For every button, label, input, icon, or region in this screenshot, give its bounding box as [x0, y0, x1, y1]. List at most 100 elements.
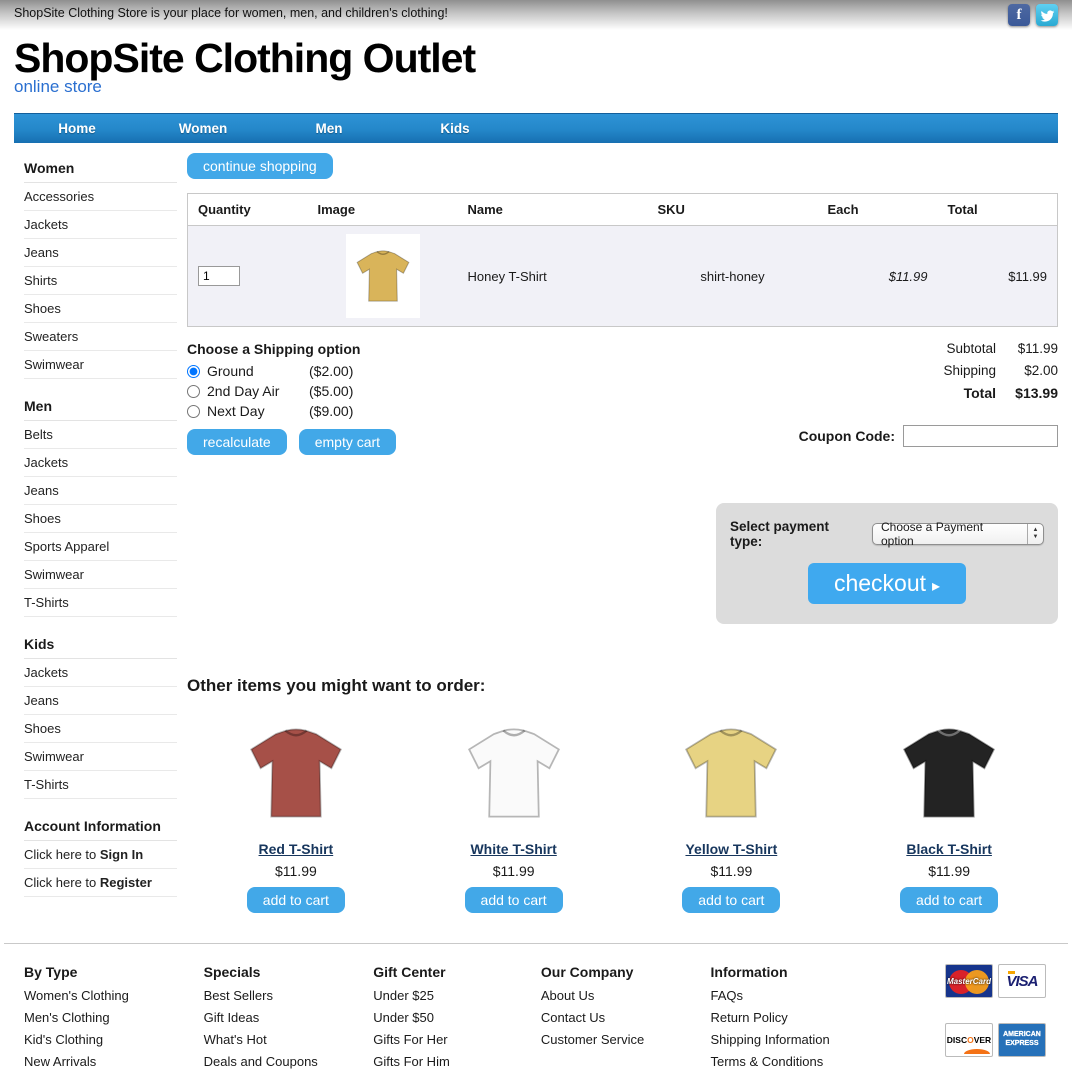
footer-col-title: Information — [710, 964, 788, 980]
mastercard-icon: MasterCard — [945, 964, 993, 998]
sidebar-item-men-jeans[interactable]: Jeans — [24, 477, 177, 505]
discover-swoosh — [964, 1048, 990, 1054]
coupon-input[interactable] — [903, 425, 1058, 447]
select-stepper-icon: ▲ ▼ — [1027, 524, 1043, 544]
top-bar: ShopSite Clothing Store is your place fo… — [0, 0, 1072, 30]
footer-link-contact-us[interactable]: Contact Us — [540, 1010, 606, 1025]
footer-link-shipping-information[interactable]: Shipping Information — [710, 1032, 830, 1047]
sidebar-item-women-jeans[interactable]: Jeans — [24, 239, 177, 267]
footer-link-deals-coupons[interactable]: Deals and Coupons — [203, 1054, 318, 1069]
ground-radio[interactable] — [187, 364, 200, 378]
footer-col-information: Information FAQs Return Policy Shipping … — [711, 964, 945, 1076]
footer-link-gift-ideas[interactable]: Gift Ideas — [203, 1010, 260, 1025]
nav-item-men[interactable]: Men — [315, 121, 343, 136]
product-link[interactable]: Yellow T-Shirt — [685, 841, 778, 857]
sidebar-item-kids-swimwear[interactable]: Swimwear — [24, 743, 177, 771]
footer-col-by-type: By Type Women's Clothing Men's Clothing … — [24, 964, 204, 1076]
sidebar-item-men-belts[interactable]: Belts — [24, 421, 177, 449]
footer-col-title: Specials — [203, 964, 261, 980]
footer-link-best-sellers[interactable]: Best Sellers — [203, 988, 273, 1003]
footer-link-under-25[interactable]: Under $25 — [373, 988, 434, 1003]
sidebar-item-kids-shoes[interactable]: Shoes — [24, 715, 177, 743]
product-link[interactable]: Red T-Shirt — [258, 841, 334, 857]
sidebar-item-men-tshirts[interactable]: T-Shirts — [24, 589, 177, 617]
sign-in-link[interactable]: Click here to Sign In — [24, 841, 177, 869]
sidebar-group-title: Women — [24, 155, 177, 183]
sidebar-item-women-shirts[interactable]: Shirts — [24, 267, 177, 295]
footer-link-gifts-for-him[interactable]: Gifts For Him — [373, 1054, 450, 1069]
red-tshirt-image[interactable] — [235, 714, 357, 832]
product-black-tshirt: Black T-Shirt $11.99 add to cart — [840, 714, 1058, 913]
register-link[interactable]: Click here to Register — [24, 869, 177, 897]
sidebar-item-women-sweaters[interactable]: Sweaters — [24, 323, 177, 351]
footer-link-return-policy[interactable]: Return Policy — [710, 1010, 788, 1025]
sidebar-item-men-shoes[interactable]: Shoes — [24, 505, 177, 533]
nav-item-home[interactable]: Home — [58, 121, 96, 136]
subtotal-label: Subtotal — [946, 341, 996, 356]
total-value: $13.99 — [1015, 385, 1058, 401]
product-link[interactable]: Black T-Shirt — [906, 841, 992, 857]
checkout-button[interactable]: checkout ▸ — [807, 563, 967, 604]
cart-summary-zone: Choose a Shipping option Ground ($2.00) … — [187, 341, 1058, 455]
white-tshirt-image[interactable] — [453, 714, 575, 832]
footer-link-kids-clothing[interactable]: Kid's Clothing — [24, 1032, 104, 1047]
col-name: Name — [457, 193, 648, 226]
add-to-cart-button[interactable]: add to cart — [900, 887, 999, 913]
sidebar-group-women: Women Accessories Jackets Jeans Shirts S… — [24, 155, 177, 379]
add-to-cart-button[interactable]: add to cart — [464, 887, 563, 913]
product-price: $11.99 — [274, 863, 317, 879]
footer-link-customer-service[interactable]: Customer Service — [540, 1032, 645, 1047]
footer-col-gift-center: Gift Center Under $25 Under $50 Gifts Fo… — [373, 964, 541, 1076]
product-price: $11.99 — [492, 863, 535, 879]
footer-link-new-arrivals[interactable]: New Arrivals — [24, 1054, 97, 1069]
footer-link-mens-clothing[interactable]: Men's Clothing — [24, 1010, 110, 1025]
payment-card-icons: MasterCard VISA DISCOVER AMERICAN EXPRES… — [945, 964, 1046, 1076]
second-day-radio[interactable] — [187, 384, 200, 398]
quantity-input[interactable] — [198, 266, 240, 286]
nav-item-kids[interactable]: Kids — [440, 121, 470, 136]
footer-link-whats-hot[interactable]: What's Hot — [203, 1032, 267, 1047]
footer-link-womens-clothing[interactable]: Women's Clothing — [24, 988, 129, 1003]
sidebar-item-men-sports-apparel[interactable]: Sports Apparel — [24, 533, 177, 561]
recalculate-button[interactable]: recalculate — [187, 429, 287, 455]
shipping-option-ground[interactable]: Ground ($2.00) — [187, 363, 703, 379]
col-sku: SKU — [647, 193, 818, 226]
sign-in-prefix: Click here to — [24, 847, 100, 862]
continue-shopping-button[interactable]: continue shopping — [187, 153, 333, 179]
yellow-tshirt-image[interactable] — [670, 714, 792, 832]
checkout-label: checkout — [833, 570, 927, 596]
shipping-option-next-day[interactable]: Next Day ($9.00) — [187, 403, 703, 419]
cart-table: Quantity Image Name SKU Each Total — [187, 193, 1058, 327]
product-link[interactable]: White T-Shirt — [470, 841, 557, 857]
shipping-option-2nd-day[interactable]: 2nd Day Air ($5.00) — [187, 383, 703, 399]
sidebar-item-kids-jeans[interactable]: Jeans — [24, 687, 177, 715]
footer-col-title: By Type — [24, 964, 78, 980]
sidebar-item-men-jackets[interactable]: Jackets — [24, 449, 177, 477]
account-info-title: Account Information — [24, 813, 177, 841]
footer-link-faqs[interactable]: FAQs — [710, 988, 744, 1003]
footer-link-terms-conditions[interactable]: Terms & Conditions — [710, 1054, 824, 1069]
sidebar-item-women-jackets[interactable]: Jackets — [24, 211, 177, 239]
footer-col-specials: Specials Best Sellers Gift Ideas What's … — [204, 964, 374, 1076]
sidebar-item-kids-jackets[interactable]: Jackets — [24, 659, 177, 687]
empty-cart-button[interactable]: empty cart — [298, 429, 397, 455]
facebook-icon[interactable]: f — [1008, 4, 1030, 26]
register-label: Register — [99, 875, 152, 890]
col-image: Image — [307, 193, 458, 226]
nav-item-women[interactable]: Women — [178, 121, 228, 136]
footer-link-gifts-for-her[interactable]: Gifts For Her — [373, 1032, 448, 1047]
black-tshirt-image[interactable] — [888, 714, 1010, 832]
add-to-cart-button[interactable]: add to cart — [682, 887, 781, 913]
sidebar-item-men-swimwear[interactable]: Swimwear — [24, 561, 177, 589]
sidebar-item-women-shoes[interactable]: Shoes — [24, 295, 177, 323]
sidebar-item-women-accessories[interactable]: Accessories — [24, 183, 177, 211]
add-to-cart-button[interactable]: add to cart — [246, 887, 345, 913]
payment-select[interactable]: Choose a Payment option ▲ ▼ — [871, 520, 1044, 548]
next-day-radio[interactable] — [187, 404, 200, 418]
footer-link-about-us[interactable]: About Us — [540, 988, 595, 1003]
twitter-icon[interactable] — [1036, 4, 1058, 26]
sidebar-item-kids-tshirts[interactable]: T-Shirts — [24, 771, 177, 799]
online-store-link[interactable]: online store — [14, 77, 102, 96]
sidebar-item-women-swimwear[interactable]: Swimwear — [24, 351, 177, 379]
footer-link-under-50[interactable]: Under $50 — [373, 1010, 434, 1025]
